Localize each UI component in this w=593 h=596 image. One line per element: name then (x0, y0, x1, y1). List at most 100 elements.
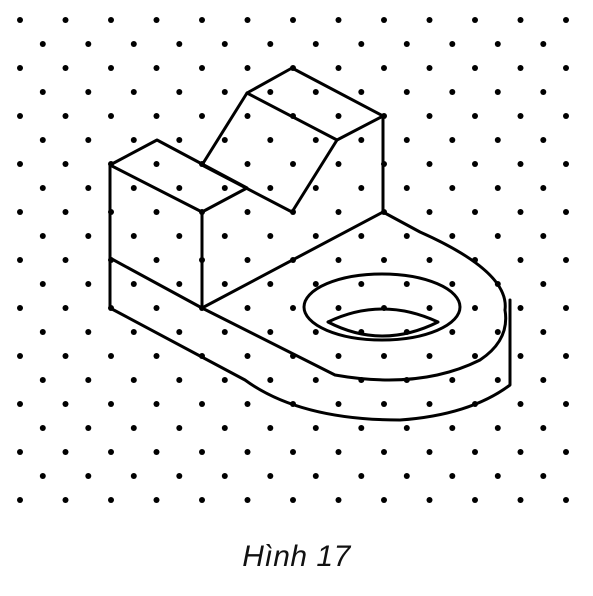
grid-dot (62, 305, 69, 311)
grid-dot (108, 65, 114, 71)
grid-dot (130, 41, 137, 47)
grid-dot (449, 89, 456, 95)
grid-dot (403, 425, 410, 431)
grid-dot (221, 41, 228, 47)
grid-dot (85, 281, 92, 287)
grid-dot (472, 113, 478, 119)
grid-dot (62, 353, 69, 359)
grid-dot (267, 281, 274, 287)
grid-dot (540, 473, 547, 479)
grid-dot (62, 161, 69, 167)
grid-dot (199, 401, 205, 407)
grid-dot (494, 233, 501, 239)
grid-dot (176, 185, 183, 191)
grid-dot (403, 185, 410, 191)
grid-dot (244, 305, 251, 311)
grid-dot (290, 17, 296, 23)
grid-dot (267, 377, 274, 383)
grid-dot (472, 449, 478, 455)
grid-dot (244, 353, 251, 359)
grid-dot (39, 377, 46, 383)
grid-dot (335, 497, 342, 503)
grid-dot (17, 401, 23, 407)
grid-dot (85, 185, 92, 191)
grid-dot (472, 17, 478, 23)
grid-dot (17, 17, 23, 23)
grid-dot (244, 161, 251, 167)
grid-dot (85, 233, 92, 239)
grid-dot (244, 497, 251, 503)
grid-dot (358, 425, 365, 431)
grid-dot (540, 233, 547, 239)
grid-dot (85, 89, 92, 95)
grid-dot (108, 497, 114, 503)
grid-dot (244, 209, 251, 215)
base-plate-bottom-edge (108, 298, 512, 422)
grid-dot (130, 137, 137, 143)
grid-dot (153, 65, 160, 71)
grid-dot (358, 185, 365, 191)
grid-dot (426, 353, 433, 359)
grid-dot (199, 113, 205, 119)
grid-dot (17, 449, 23, 455)
grid-dot (358, 233, 365, 239)
grid-dot (517, 161, 524, 167)
grid-dot (17, 209, 23, 215)
grid-dot (17, 65, 23, 71)
grid-dot (130, 329, 137, 335)
grid-dot (312, 329, 319, 335)
grid-dot (62, 401, 69, 407)
grid-dot (358, 281, 365, 287)
grid-dot (358, 137, 365, 143)
grid-dot (17, 161, 23, 167)
grid-dot (563, 161, 569, 167)
grid-dot (17, 113, 23, 119)
grid-dot (62, 17, 69, 23)
grid-dot (85, 329, 92, 335)
grid-dot (517, 209, 524, 215)
grid-dot (221, 281, 228, 287)
grid-dot (153, 449, 160, 455)
grid-dot (267, 233, 274, 239)
slanted-block-slope-front (200, 91, 339, 214)
grid-dot (176, 137, 183, 143)
grid-dot (221, 425, 228, 431)
grid-dot (335, 65, 342, 71)
grid-dot (17, 497, 23, 503)
grid-dot (153, 161, 160, 167)
grid-dot (244, 401, 251, 407)
grid-dot (449, 137, 456, 143)
grid-dot (312, 281, 319, 287)
base-plate-top-front-edge (200, 306, 508, 382)
grid-dot (426, 161, 433, 167)
grid-dot (267, 41, 274, 47)
grid-dot (335, 113, 342, 119)
grid-dot (312, 185, 319, 191)
grid-dot (517, 113, 524, 119)
isometric-figure (17, 17, 569, 503)
grid-dot (153, 353, 160, 359)
grid-dot (449, 377, 456, 383)
grid-dot (290, 497, 296, 503)
grid-dot (358, 473, 365, 479)
grid-dot (199, 65, 205, 71)
grid-dot (494, 41, 501, 47)
grid-dot (153, 17, 160, 23)
grid-dot (517, 497, 524, 503)
grid-dot (563, 449, 569, 455)
grid-dot (62, 449, 69, 455)
grid-dot (62, 65, 69, 71)
grid-dot (472, 305, 478, 311)
grid-dot (176, 41, 183, 47)
grid-dot (563, 401, 569, 407)
grid-dot (39, 425, 46, 431)
grid-dot (335, 401, 342, 407)
grid-dot (130, 377, 137, 383)
grid-dot (312, 41, 319, 47)
grid-dot (540, 41, 547, 47)
grid-dot (39, 329, 46, 335)
grid-dot (267, 473, 274, 479)
grid-dot (267, 137, 274, 143)
grid-dot (403, 281, 410, 287)
grid-dot (494, 185, 501, 191)
